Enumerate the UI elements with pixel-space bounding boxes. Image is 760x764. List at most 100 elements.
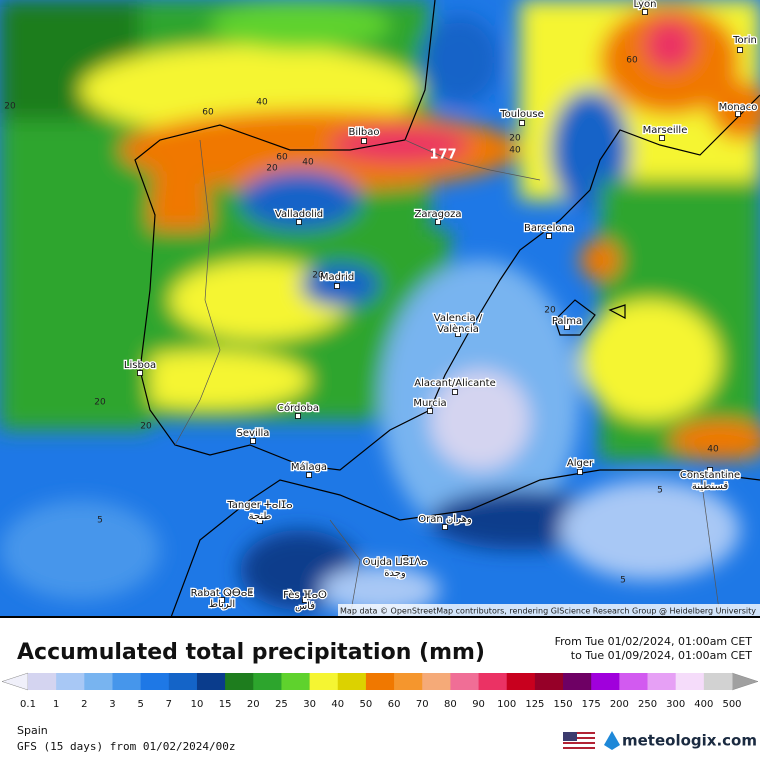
colorbar-swatch [506, 673, 536, 690]
city-name: Valladolid [275, 209, 323, 220]
colorbar-tick-label: 25 [275, 699, 288, 710]
model-run: GFS (15 days) from 01/02/2024/00z [17, 740, 236, 753]
city-dot [564, 324, 570, 330]
city-name: فاس [295, 601, 315, 612]
colorbar-tick-label: 0.1 [20, 699, 36, 710]
colorbar-tick-label: 15 [219, 699, 232, 710]
city-dot [452, 389, 458, 395]
city-name: Valencia / [434, 313, 483, 324]
city-dot [435, 219, 441, 225]
city-name: Alacant/Alicante [414, 378, 495, 389]
city-dot [250, 438, 256, 444]
colorbar-swatch [225, 673, 254, 690]
colorbar-tick-label: 30 [303, 699, 316, 710]
borders [174, 139, 721, 617]
colorbar-swatch [140, 673, 170, 690]
colorbar-tick-label: 50 [360, 699, 373, 710]
max-label: 177 [429, 148, 456, 163]
colorbar-swatch [478, 673, 508, 690]
contour-label: 40 [707, 445, 719, 455]
colorbar-swatch [703, 673, 733, 690]
colorbar-swatch [591, 673, 620, 690]
colorbar-tick-label: 3 [109, 699, 115, 710]
period-from: From Tue 01/02/2024, 01:00am CET [555, 635, 753, 648]
colorbar-tick-label: 40 [331, 699, 344, 710]
city-name: Zaragoza [414, 209, 461, 220]
city-dot [257, 518, 263, 524]
colorbar-swatch [365, 673, 395, 690]
city-name: Murcia [413, 398, 446, 409]
city-labels: Lyon Torin Monaco Marseille Toulouse Bilbao Va… [123, 0, 759, 613]
colorbar: 0.1 1 2 3 5 7 10 15 20 25 30 40 50 60 70 80 90 100 125 150 1… [1, 672, 759, 710]
city-name: Marseille [643, 125, 688, 136]
colorbar-swatch [422, 673, 451, 690]
contour-label: 20 [4, 102, 16, 112]
precipitation-map: Lyon Torin Monaco Marseille Toulouse Bilbao Va… [0, 0, 760, 617]
city-dot [737, 47, 743, 53]
city-name: Toulouse [499, 109, 543, 120]
colorbar-tick-label: 150 [553, 699, 572, 710]
colorbar-swatch [563, 673, 592, 690]
contour-label: 20 [544, 306, 556, 316]
city-dot [546, 233, 552, 239]
city-dot [219, 597, 225, 603]
us-flag [563, 732, 595, 750]
colorbar-tick-label: 125 [525, 699, 544, 710]
city-dot [442, 524, 448, 530]
city-name: Tanger ⵜⴰⵏⵊⴰ [226, 500, 292, 511]
city-name: Constantine [680, 470, 740, 481]
contour-label: 60 [202, 108, 214, 118]
city-name: València [437, 323, 479, 335]
colorbar-under [1, 672, 29, 691]
colorbar-swatch [168, 673, 198, 690]
city-dot [334, 283, 340, 289]
colorbar-tick-label: 300 [666, 699, 685, 710]
region: Spain [17, 724, 48, 737]
city-dot [577, 469, 583, 475]
period-to: to Tue 01/09/2024, 01:00am CET [571, 649, 753, 662]
city-dot [361, 138, 367, 144]
brand: meteologix.com [622, 732, 757, 750]
city-dot [642, 9, 648, 15]
colorbar-tick-label: 90 [472, 699, 485, 710]
colorbar-swatch [675, 673, 705, 690]
colorbar-swatch [281, 673, 311, 690]
contour-label: 40 [302, 158, 314, 168]
coastlines [134, 0, 760, 617]
contour-label: 60 [626, 56, 638, 66]
contour-label: 5 [97, 516, 103, 526]
colorbar-tick-label: 175 [582, 699, 601, 710]
city-name: Lisboa [124, 360, 156, 371]
city-name: Córdoba [277, 402, 319, 414]
city-dot [402, 555, 408, 561]
colorbar-tick-label: 5 [137, 699, 143, 710]
city-name: Barcelona [524, 223, 574, 234]
city-name: قسنطينة [692, 481, 729, 492]
contour-label: 20 [312, 271, 324, 281]
city-name: وجدة [384, 568, 406, 579]
colorbar-swatch [196, 673, 226, 690]
contour-label: 20 [266, 164, 278, 174]
city-dot [659, 135, 665, 141]
city-name: Oujda ⵡⵓⵊⴷⴰ [363, 557, 428, 568]
city-dot [306, 472, 312, 478]
colorbar-swatch [112, 673, 142, 690]
contour-label: 40 [256, 98, 268, 108]
city-name: Sevilla [237, 428, 270, 439]
city-name: Palma [552, 316, 582, 327]
city-dot [707, 467, 713, 473]
city-name: Alger [567, 458, 594, 469]
colorbar-tick-label: 7 [166, 699, 172, 710]
colorbar-tick-label: 20 [247, 699, 260, 710]
colorbar-swatch [337, 673, 367, 690]
city-name: Oran وهران [418, 514, 472, 525]
colorbar-tick-label: 70 [416, 699, 429, 710]
colorbar-swatch [450, 673, 480, 690]
colorbar-tick-label: 10 [191, 699, 204, 710]
city-name: الرباط [209, 599, 235, 610]
colorbar-swatch [309, 673, 339, 690]
contour-label: 40 [509, 146, 521, 156]
city-name: Monaco [719, 102, 758, 113]
